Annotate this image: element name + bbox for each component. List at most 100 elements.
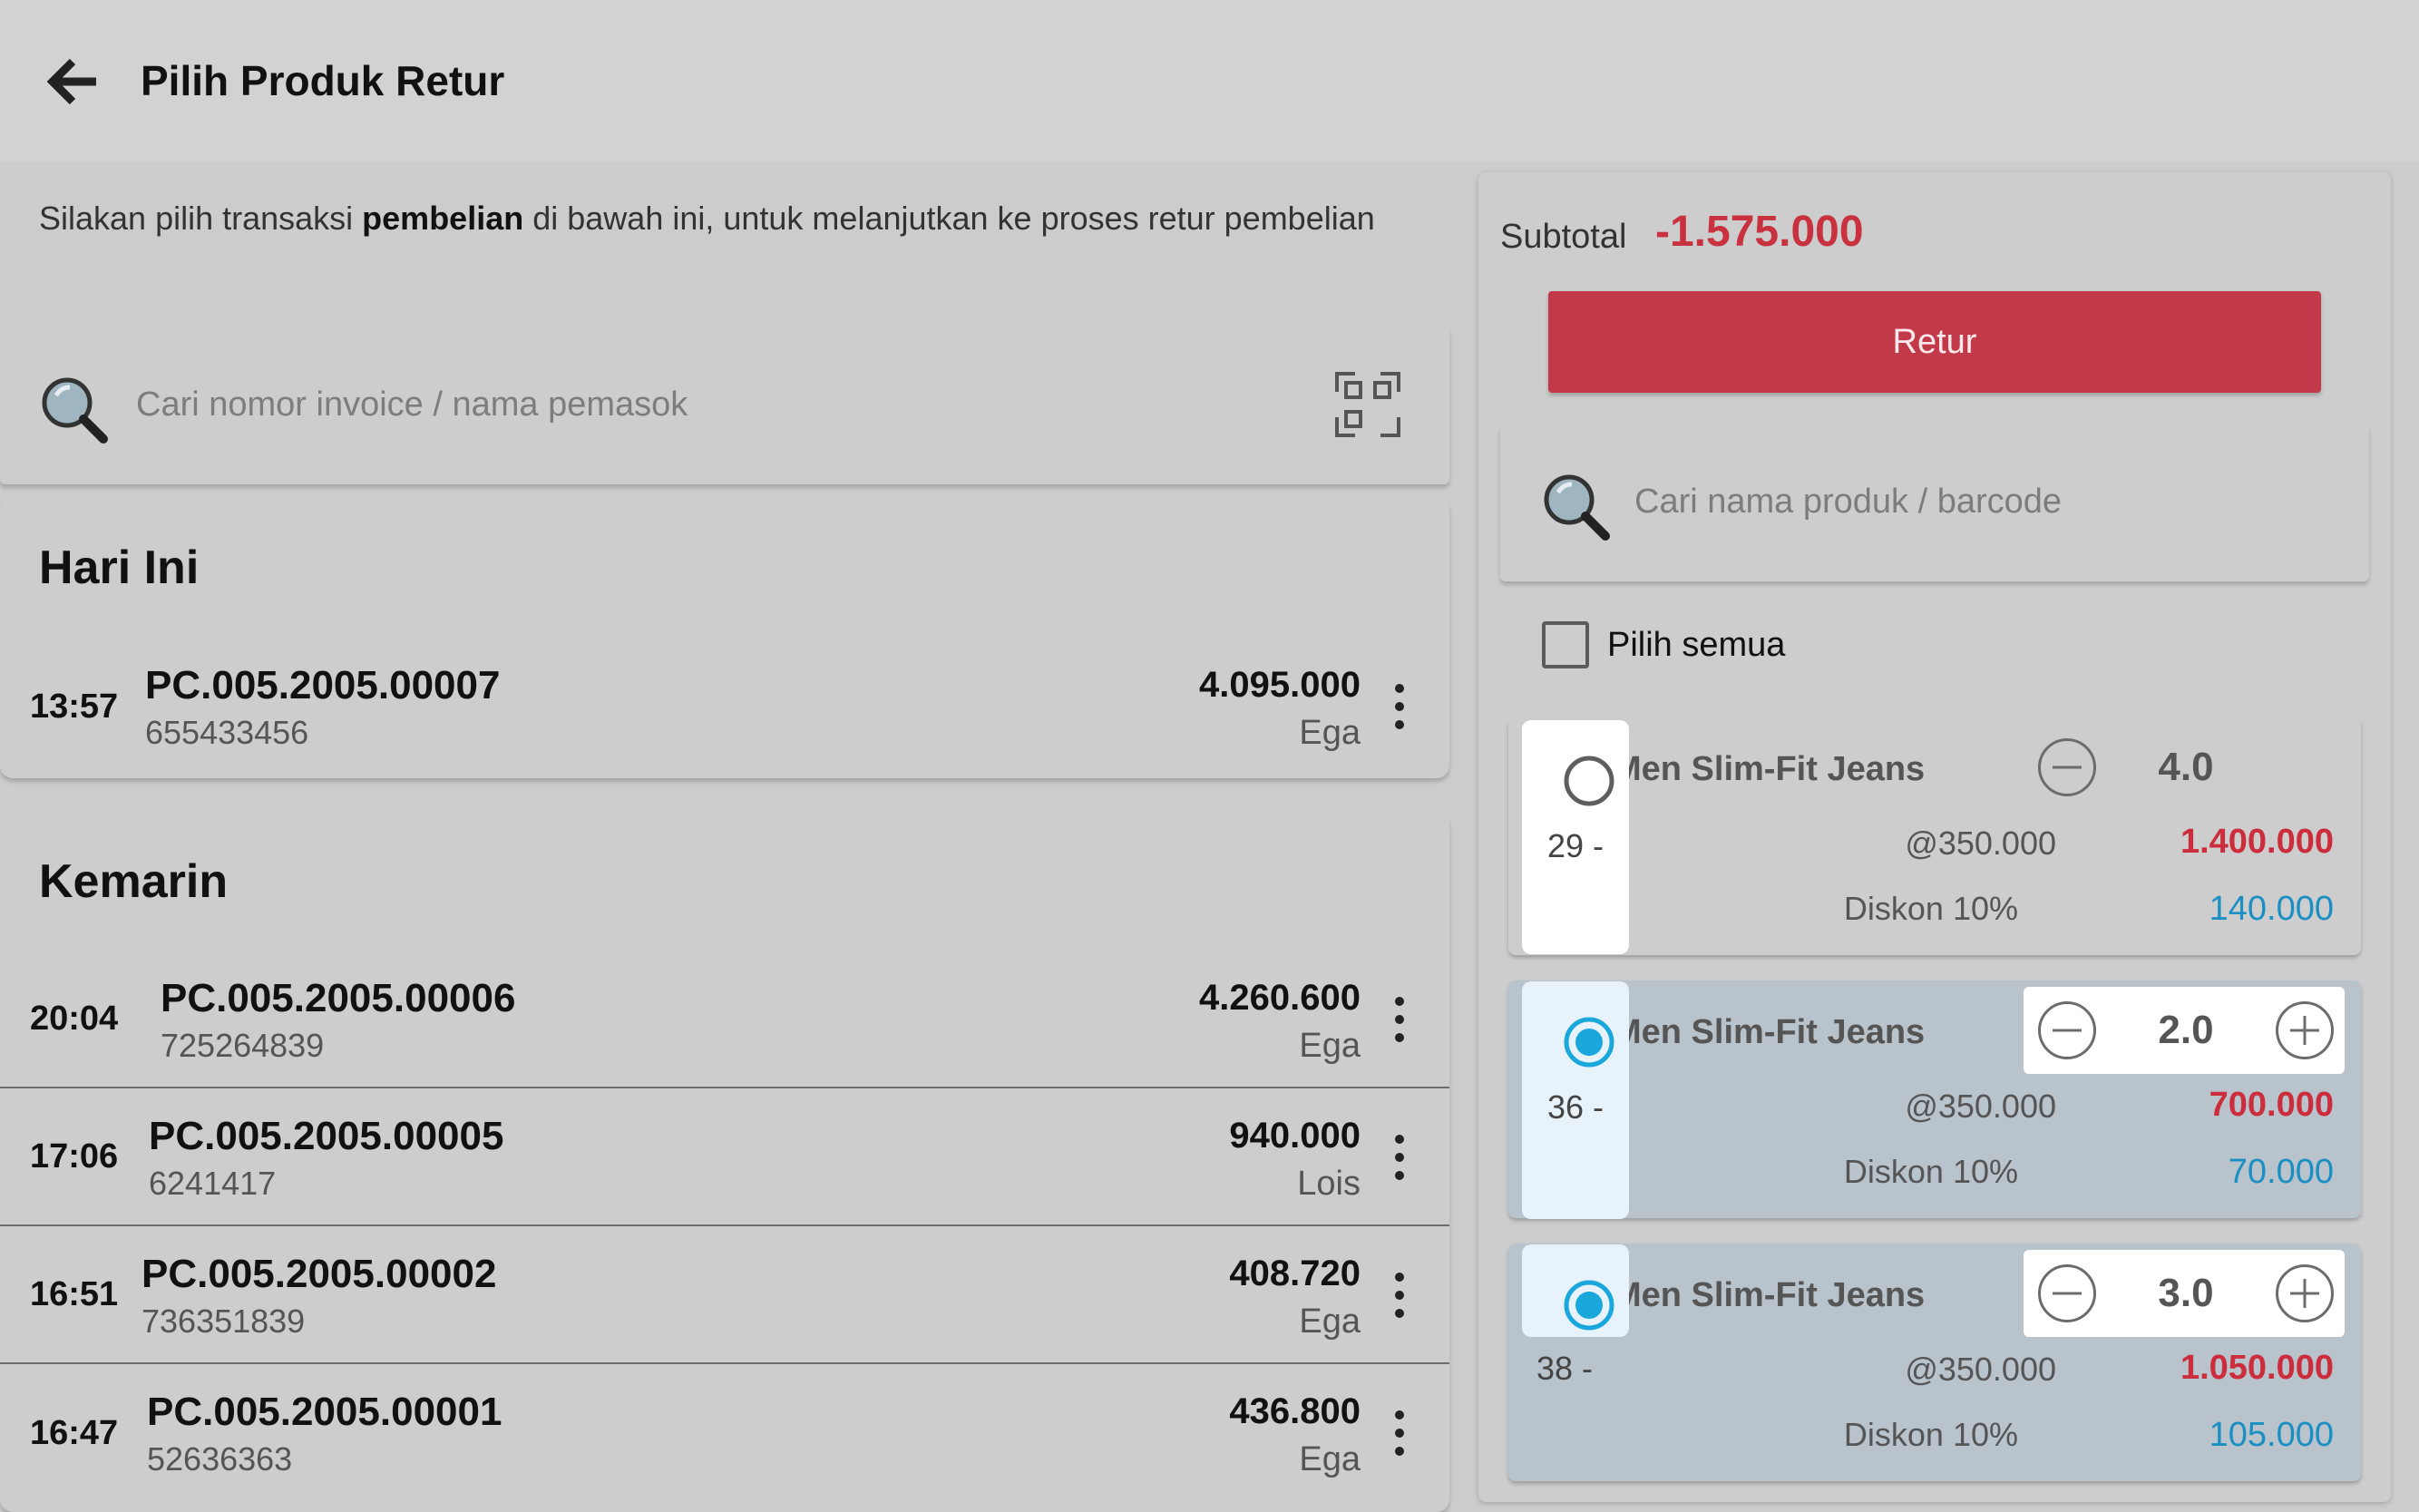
quantity-stepper bbox=[2024, 1250, 2345, 1337]
increase-quantity-button[interactable] bbox=[2276, 1001, 2334, 1059]
search-icon bbox=[1544, 474, 1610, 541]
radio-checked-icon[interactable] bbox=[1562, 1278, 1616, 1332]
item-select-cell[interactable]: 36 - bbox=[1522, 981, 1629, 1219]
more-vert-icon[interactable] bbox=[1381, 990, 1418, 1049]
transaction-amount: 436.800 bbox=[1229, 1391, 1361, 1431]
quantity-stepper bbox=[2024, 724, 2345, 811]
transaction-row[interactable]: 13:57 PC.005.2005.00007 655433456 4.095.… bbox=[0, 638, 1449, 776]
item-discount-label: Diskon 10% bbox=[1843, 1153, 2018, 1190]
radio-checked-icon[interactable] bbox=[1562, 1015, 1616, 1069]
transaction-search-input[interactable] bbox=[136, 370, 1270, 439]
item-discount-label: Diskon 10% bbox=[1843, 1416, 2018, 1453]
item-discount-value: 70.000 bbox=[2228, 1153, 2334, 1191]
item-unit-price: @350.000 bbox=[1905, 1351, 2056, 1388]
item-size: 36 - bbox=[1547, 1088, 1605, 1126]
transaction-supplier: Lois bbox=[1297, 1165, 1361, 1203]
item-discount-label: Diskon 10% bbox=[1843, 890, 2018, 927]
more-vert-icon[interactable] bbox=[1381, 678, 1418, 736]
transaction-time: 16:47 bbox=[30, 1413, 119, 1452]
item-name: Men Slim-Fit Jeans bbox=[1613, 1276, 1926, 1314]
transaction-row[interactable]: 16:51 PC.005.2005.00002 736351839 408.72… bbox=[0, 1226, 1449, 1364]
transaction-invoice: PC.005.2005.00006 bbox=[161, 976, 516, 1020]
item-discount-value: 140.000 bbox=[2209, 890, 2334, 928]
transaction-reference: 725264839 bbox=[161, 1027, 325, 1064]
transaction-time: 13:57 bbox=[30, 687, 119, 726]
group-title: Hari Ini bbox=[39, 541, 200, 594]
transaction-time: 16:51 bbox=[30, 1274, 119, 1313]
transaction-supplier: Ega bbox=[1299, 714, 1361, 752]
increase-quantity-button[interactable] bbox=[2276, 1264, 2334, 1322]
subtotal-value: -1.575.000 bbox=[1655, 208, 1864, 256]
transaction-group-yesterday: Kemarin 20:04 PC.005.2005.00006 72526483… bbox=[0, 811, 1449, 1512]
return-item-card[interactable]: Men Slim-Fit Jeans @350.000 700.000 Disk… bbox=[1508, 980, 2361, 1218]
barcode-scan-icon[interactable] bbox=[1333, 370, 1402, 439]
item-unit-price: @350.000 bbox=[1905, 824, 2056, 862]
return-item-card[interactable]: Men Slim-Fit Jeans @350.000 1.050.000 Di… bbox=[1508, 1244, 2361, 1481]
instruction-suffix: di bawah ini, untuk melanjutkan ke prose… bbox=[523, 200, 1375, 237]
page-title: Pilih Produk Retur bbox=[141, 57, 505, 104]
instruction-prefix: Silakan pilih transaksi bbox=[39, 200, 363, 237]
transaction-invoice: PC.005.2005.00005 bbox=[149, 1114, 504, 1158]
transaction-list-panel: Silakan pilih transaksi pembelian di baw… bbox=[0, 161, 1451, 1512]
more-vert-icon[interactable] bbox=[1381, 1266, 1418, 1324]
transaction-time: 20:04 bbox=[30, 999, 119, 1038]
transaction-row[interactable]: 20:04 PC.005.2005.00006 725264839 4.260.… bbox=[0, 951, 1449, 1088]
return-cart-panel: Subtotal -1.575.000 Retur Pilih semua Me… bbox=[1478, 172, 2391, 1502]
item-name: Men Slim-Fit Jeans bbox=[1613, 1013, 1926, 1051]
item-unit-price: @350.000 bbox=[1905, 1088, 2056, 1125]
transaction-reference: 52636363 bbox=[147, 1440, 293, 1478]
select-all-checkbox[interactable] bbox=[1542, 621, 1589, 668]
transaction-invoice: PC.005.2005.00001 bbox=[147, 1390, 502, 1434]
transaction-invoice: PC.005.2005.00007 bbox=[145, 663, 501, 707]
quantity-input[interactable] bbox=[2118, 1268, 2254, 1319]
instruction-emphasis: pembelian bbox=[362, 200, 524, 237]
select-all-label: Pilih semua bbox=[1607, 625, 1786, 664]
arrow-left-icon bbox=[47, 58, 96, 105]
transaction-reference: 655433456 bbox=[145, 714, 309, 751]
top-app-bar: Pilih Produk Retur bbox=[0, 0, 2419, 161]
item-name: Men Slim-Fit Jeans bbox=[1613, 750, 1926, 788]
item-total: 1.050.000 bbox=[2180, 1349, 2334, 1387]
more-vert-icon[interactable] bbox=[1381, 1404, 1418, 1462]
back-button[interactable] bbox=[45, 54, 100, 109]
transaction-amount: 4.260.600 bbox=[1199, 978, 1361, 1018]
item-select-cell[interactable]: 29 - bbox=[1522, 720, 1629, 954]
select-all-control[interactable]: Pilih semua bbox=[1542, 621, 1785, 668]
item-discount-value: 105.000 bbox=[2209, 1416, 2334, 1454]
decrease-quantity-button[interactable] bbox=[2038, 1264, 2096, 1322]
transaction-search-bar bbox=[0, 327, 1449, 484]
product-search-bar bbox=[1500, 424, 2369, 581]
item-total: 700.000 bbox=[2209, 1086, 2334, 1124]
quantity-stepper bbox=[2024, 987, 2345, 1074]
subtotal-label: Subtotal bbox=[1500, 218, 1627, 256]
transaction-row[interactable]: 17:06 PC.005.2005.00005 6241417 940.000 … bbox=[0, 1088, 1449, 1226]
transaction-amount: 4.095.000 bbox=[1199, 665, 1361, 705]
radio-unchecked-icon[interactable] bbox=[1562, 754, 1616, 808]
item-total: 1.400.000 bbox=[2180, 823, 2334, 861]
search-icon bbox=[42, 377, 108, 444]
transaction-group-today: Hari Ini 13:57 PC.005.2005.00007 6554334… bbox=[0, 497, 1449, 778]
retur-button[interactable]: Retur bbox=[1548, 291, 2321, 393]
transaction-invoice: PC.005.2005.00002 bbox=[141, 1252, 497, 1296]
product-search-input[interactable] bbox=[1634, 467, 2342, 536]
quantity-input[interactable] bbox=[2118, 1005, 2254, 1056]
group-title: Kemarin bbox=[39, 855, 229, 908]
instruction-text: Silakan pilih transaksi pembelian di baw… bbox=[39, 196, 1418, 241]
item-size: 38 - bbox=[1536, 1350, 1594, 1387]
quantity-input[interactable] bbox=[2118, 742, 2254, 793]
decrease-quantity-button[interactable] bbox=[2038, 738, 2096, 796]
item-size: 29 - bbox=[1547, 827, 1605, 864]
transaction-reference: 6241417 bbox=[149, 1165, 277, 1202]
transaction-row[interactable]: 16:47 PC.005.2005.00001 52636363 436.800… bbox=[0, 1364, 1449, 1502]
transaction-amount: 408.720 bbox=[1229, 1253, 1361, 1293]
decrease-quantity-button[interactable] bbox=[2038, 1001, 2096, 1059]
transaction-supplier: Ega bbox=[1299, 1440, 1361, 1478]
return-item-card[interactable]: Men Slim-Fit Jeans @350.000 1.400.000 Di… bbox=[1508, 717, 2361, 955]
transaction-time: 17:06 bbox=[30, 1136, 119, 1175]
more-vert-icon[interactable] bbox=[1381, 1128, 1418, 1186]
transaction-supplier: Ega bbox=[1299, 1302, 1361, 1341]
item-select-cell[interactable] bbox=[1522, 1244, 1629, 1337]
transaction-amount: 940.000 bbox=[1229, 1116, 1361, 1156]
transaction-reference: 736351839 bbox=[141, 1302, 306, 1340]
transaction-supplier: Ega bbox=[1299, 1027, 1361, 1065]
